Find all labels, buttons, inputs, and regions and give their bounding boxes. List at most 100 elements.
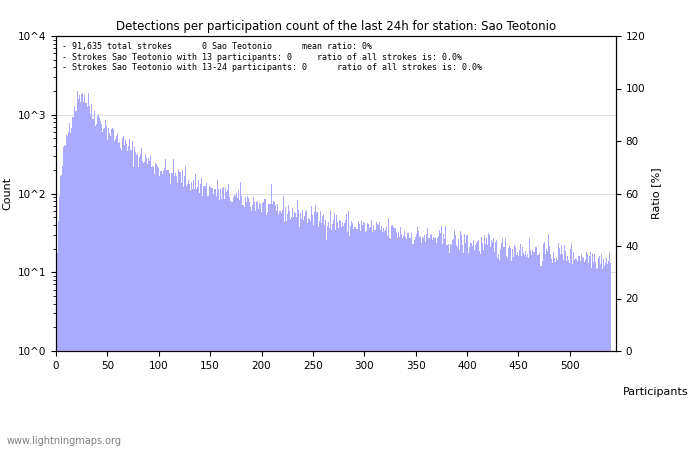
Bar [402,235,404,450]
Bar [218,189,219,450]
Bar [215,189,216,450]
Bar [241,195,242,450]
Bar [362,225,363,450]
Bar [487,245,488,450]
Bar [80,102,81,450]
Bar [598,258,599,450]
Bar [195,174,196,450]
Bar [530,251,531,450]
Bar [240,182,241,450]
Bar [514,247,516,450]
Bar [105,120,106,450]
Bar [484,235,485,450]
Bar [196,189,197,450]
Bar [503,247,505,450]
Bar [231,202,232,450]
Bar [70,133,71,450]
Bar [463,253,464,450]
Bar [330,211,331,450]
Bar [367,223,368,450]
Bar [281,210,283,450]
Bar [184,176,185,450]
Bar [276,211,277,450]
Bar [480,254,481,450]
Bar [428,238,430,450]
Bar [433,238,435,450]
Bar [592,254,593,450]
Bar [567,256,568,450]
Bar [582,258,584,450]
Bar [110,136,111,450]
Bar [57,221,59,450]
Bar [375,230,376,450]
Bar [86,103,88,450]
Bar [141,148,142,450]
Bar [140,154,141,450]
Bar [456,245,457,450]
Bar [162,174,163,450]
Bar [248,202,250,450]
Bar [550,254,551,450]
Bar [368,224,369,450]
Bar [226,192,227,450]
Bar [439,230,440,450]
Bar [496,240,497,450]
Bar [117,133,118,450]
Bar [445,226,446,450]
Bar [570,249,571,450]
Bar [438,236,439,450]
Bar [307,223,308,450]
Bar [71,128,72,450]
Bar [92,118,94,450]
Bar [588,263,589,450]
Bar [407,233,408,450]
Bar [160,171,161,450]
Bar [74,106,75,450]
Bar [553,252,554,450]
Bar [516,255,517,450]
Bar [378,225,379,450]
Bar [76,111,77,450]
Bar [90,114,92,450]
Bar [261,212,262,450]
Bar [554,258,555,450]
Bar [306,211,307,450]
Bar [347,232,349,450]
Bar [290,216,292,450]
Bar [358,224,360,450]
Bar [277,204,279,450]
Bar [422,237,423,450]
Bar [121,150,122,450]
Bar [525,251,526,450]
Bar [608,261,609,450]
Bar [224,199,225,450]
Bar [416,234,417,450]
Bar [299,227,300,450]
Bar [590,252,591,450]
Bar [419,237,420,450]
Bar [518,256,519,450]
Bar [404,231,405,450]
Bar [457,247,458,450]
Bar [510,248,511,450]
Bar [499,260,500,450]
Bar [596,269,597,450]
Bar [424,235,426,450]
Bar [476,243,477,450]
Bar [216,196,217,450]
Bar [79,95,80,450]
Bar [511,261,512,450]
Bar [531,255,532,450]
Bar [275,205,276,450]
Bar [279,211,281,450]
Bar [229,197,230,450]
Bar [283,196,284,450]
Bar [246,197,248,450]
Bar [386,227,387,450]
Bar [521,256,522,450]
Bar [115,139,116,450]
Bar [287,214,288,450]
Bar [114,141,115,450]
Bar [405,237,406,450]
Bar [501,243,503,450]
